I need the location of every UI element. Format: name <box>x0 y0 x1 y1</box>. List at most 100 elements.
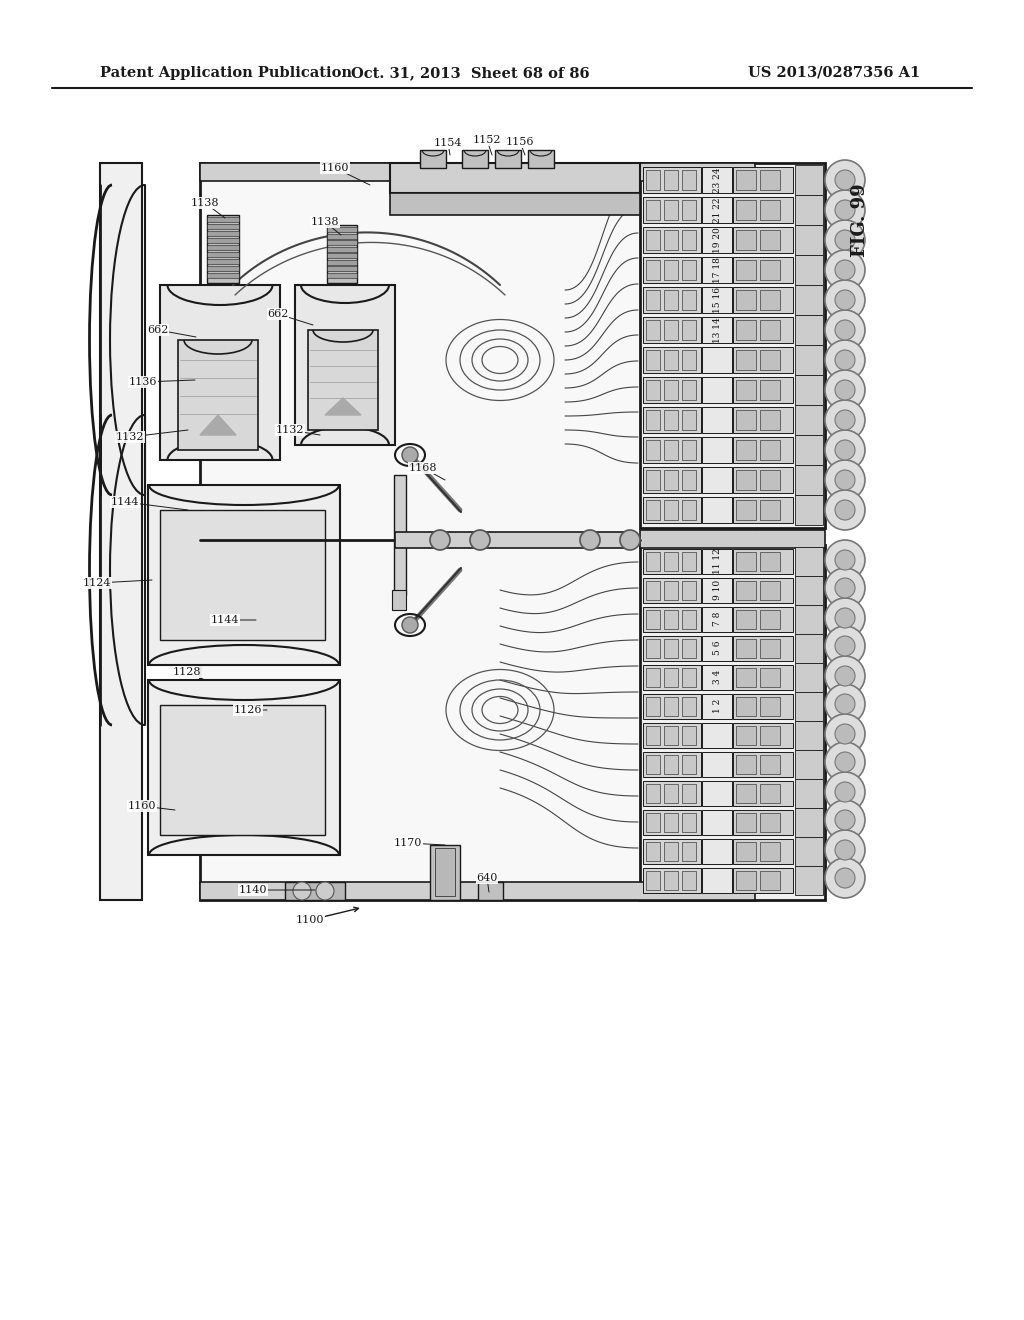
Bar <box>664 697 678 715</box>
Bar <box>682 668 696 686</box>
Bar <box>682 581 696 601</box>
Bar <box>478 882 503 900</box>
Bar <box>646 668 660 686</box>
Polygon shape <box>200 414 236 436</box>
Bar <box>760 380 780 400</box>
Bar <box>760 290 780 310</box>
Bar <box>733 781 793 807</box>
Bar <box>733 636 793 661</box>
Bar <box>736 697 756 715</box>
Bar <box>702 317 732 343</box>
Bar <box>430 845 460 900</box>
Text: 17 18: 17 18 <box>713 257 722 282</box>
Text: 15 16: 15 16 <box>713 286 722 313</box>
Bar <box>643 723 701 748</box>
Bar <box>643 694 701 719</box>
Bar <box>733 810 793 836</box>
Bar <box>702 752 732 777</box>
Bar <box>420 150 446 168</box>
Text: 1136: 1136 <box>129 378 195 387</box>
Bar <box>733 840 793 865</box>
Bar <box>646 784 660 803</box>
Bar <box>664 470 678 490</box>
Bar <box>795 465 823 495</box>
Bar <box>664 440 678 459</box>
Bar <box>327 247 357 252</box>
Text: 1100: 1100 <box>296 907 358 925</box>
Bar <box>643 227 701 253</box>
Bar <box>760 319 780 341</box>
Bar <box>702 257 732 282</box>
Text: 1144: 1144 <box>111 498 188 510</box>
Circle shape <box>835 578 855 598</box>
Bar <box>702 636 732 661</box>
Bar <box>682 470 696 490</box>
Bar <box>327 227 357 232</box>
Bar <box>682 871 696 890</box>
Bar <box>327 272 357 277</box>
Bar <box>682 726 696 744</box>
Circle shape <box>825 430 865 470</box>
Bar <box>643 347 701 374</box>
Bar <box>295 285 395 445</box>
Bar <box>643 869 701 894</box>
Bar <box>664 350 678 370</box>
Bar <box>760 871 780 890</box>
Bar <box>664 260 678 280</box>
Text: 5 6: 5 6 <box>713 640 722 655</box>
Bar <box>285 882 345 900</box>
Bar <box>760 440 780 459</box>
Bar <box>643 549 701 574</box>
Bar <box>795 663 823 692</box>
Bar <box>327 260 357 264</box>
Bar <box>643 286 701 313</box>
Circle shape <box>835 840 855 861</box>
Bar <box>795 721 823 750</box>
Bar <box>795 808 823 837</box>
Bar <box>795 405 823 436</box>
Bar <box>760 230 780 249</box>
Circle shape <box>825 742 865 781</box>
Bar <box>733 752 793 777</box>
Bar <box>207 273 239 279</box>
Bar <box>646 440 660 459</box>
Bar <box>702 437 732 463</box>
Bar <box>702 407 732 433</box>
Bar <box>795 634 823 663</box>
Bar <box>733 869 793 894</box>
Bar <box>736 726 756 744</box>
Bar <box>733 437 793 463</box>
Bar <box>760 668 780 686</box>
Circle shape <box>835 781 855 803</box>
Bar <box>664 755 678 774</box>
Bar <box>702 578 732 603</box>
Bar <box>643 636 701 661</box>
Text: 1154: 1154 <box>434 139 462 154</box>
Bar <box>795 165 823 195</box>
Polygon shape <box>325 399 361 414</box>
Bar <box>643 840 701 865</box>
Bar <box>795 345 823 375</box>
Bar <box>736 813 756 832</box>
Circle shape <box>825 490 865 531</box>
Bar <box>643 578 701 603</box>
Circle shape <box>430 531 450 550</box>
Bar <box>646 319 660 341</box>
Circle shape <box>825 280 865 319</box>
Circle shape <box>835 350 855 370</box>
Bar <box>643 437 701 463</box>
Bar <box>736 784 756 803</box>
Text: 1160: 1160 <box>321 162 370 185</box>
Bar <box>682 784 696 803</box>
Circle shape <box>293 882 311 900</box>
Text: US 2013/0287356 A1: US 2013/0287356 A1 <box>748 66 920 81</box>
Bar <box>664 813 678 832</box>
Bar <box>702 378 732 403</box>
Bar <box>392 590 406 610</box>
Circle shape <box>835 869 855 888</box>
Bar <box>733 378 793 403</box>
Bar <box>682 440 696 459</box>
Text: 1156: 1156 <box>506 137 535 154</box>
Bar <box>733 286 793 313</box>
Bar <box>646 470 660 490</box>
